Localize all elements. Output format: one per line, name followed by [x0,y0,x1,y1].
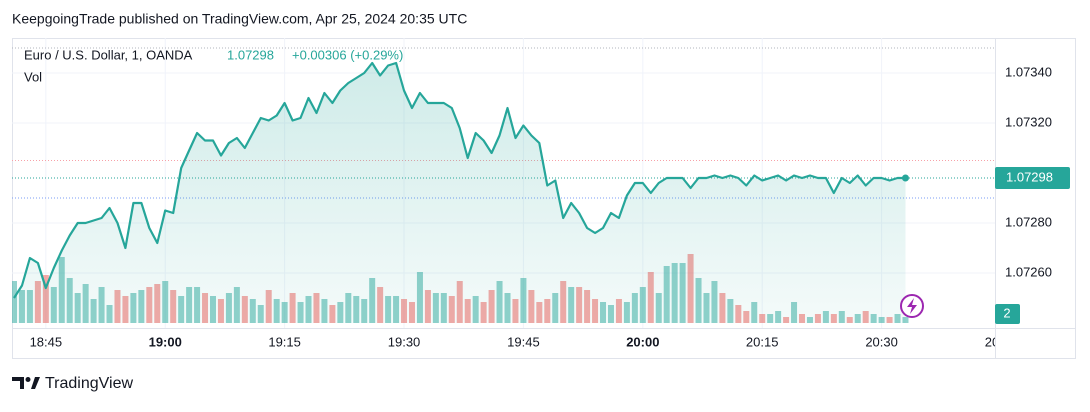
legend-symbol: Euro / U.S. Dollar, 1, OANDA [24,47,193,62]
time-labels: 18:45 19:00 19:15 19:30 19:45 20:00 20:15 20:30… [30,334,1018,349]
legend-change: +0.00306 (+0.29%) [292,47,403,62]
legend-price: 1.07298 [227,47,274,62]
last-price-label: 1.07298 [1006,169,1053,184]
y-tick-label: 1.07340 [1005,64,1052,79]
last-point [901,174,909,182]
header-title: KeepgoingTrade published on TradingView.… [12,11,467,27]
x-tick-label: 20:45 [985,334,1018,349]
x-tick-label: 20:15 [746,334,779,349]
alert-icon[interactable] [900,294,924,318]
volume-label: 2 [1003,305,1010,320]
x-tick-label: 19:45 [507,334,540,349]
volume-box [995,304,1020,324]
price-area [14,63,906,323]
x-tick-label: 19:00 [149,334,182,349]
x-tick-label: 19:15 [268,334,301,349]
axes: 1.07260 1.07280 1.07320 1.07340 1.07298 2 [995,64,1070,324]
plot [12,38,995,328]
x-tick-label: 20:30 [865,334,898,349]
last-price-box [995,167,1070,189]
y-tick-label: 1.07260 [1005,264,1052,279]
x-tick-label: 19:30 [388,334,421,349]
legend-volume: Vol [24,69,42,84]
x-tick-label: 20:00 [626,334,659,349]
y-tick-label: 1.07320 [1005,114,1052,129]
brand-name: TradingView [45,375,133,392]
price-line [13,61,906,299]
brand-logo [12,377,40,389]
y-tick-label: 1.07280 [1005,214,1052,229]
x-tick-label: 18:45 [30,334,63,349]
